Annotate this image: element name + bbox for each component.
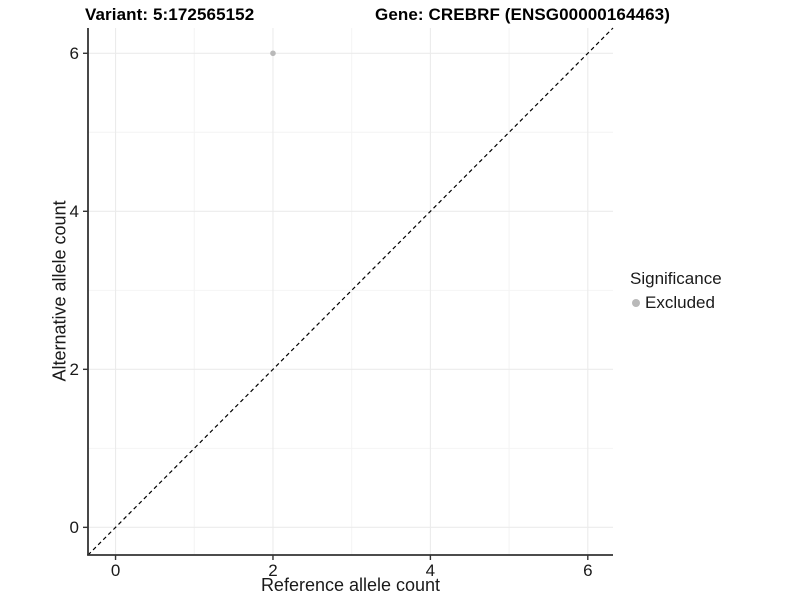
x-tick-label: 6	[583, 561, 592, 580]
y-axis-title: Alternative allele count	[49, 200, 70, 382]
identity-line	[87, 27, 614, 556]
legend-title: Significance	[630, 269, 722, 288]
gene-title: Gene: CREBRF (ENSG00000164463)	[375, 5, 670, 24]
legend-item: Excluded	[630, 293, 722, 313]
variant-title: Variant: 5:172565152	[85, 5, 255, 24]
y-tick-label: 4	[70, 202, 79, 221]
legend-point-icon	[632, 299, 640, 307]
y-tick-label: 0	[70, 518, 79, 537]
x-tick-label: 2	[268, 561, 277, 580]
data-point	[270, 50, 276, 57]
x-tick-label: 0	[111, 561, 120, 580]
y-tick-label: 2	[70, 360, 79, 379]
x-tick-label: 4	[426, 561, 435, 580]
y-tick-label: 6	[70, 44, 79, 63]
legend: Significance Excluded	[630, 269, 722, 313]
legend-item-label: Excluded	[645, 293, 715, 312]
x-axis-title: Reference allele count	[260, 575, 441, 595]
